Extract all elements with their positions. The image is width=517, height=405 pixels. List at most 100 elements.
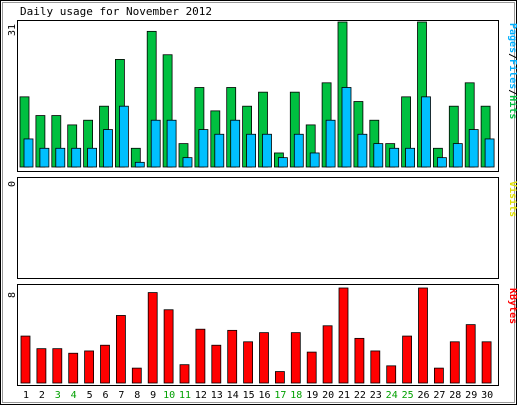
- bar-kbytes-day-15: [243, 341, 254, 384]
- bar-files-day-15: [246, 133, 257, 168]
- x-tick-day-26: 26: [417, 390, 429, 401]
- bar-kbytes-day-28: [449, 341, 460, 384]
- x-tick-day-21: 21: [338, 390, 350, 401]
- bar-files-day-16: [262, 133, 272, 168]
- bar-kbytes-day-14: [227, 329, 238, 384]
- bar-files-day-26: [421, 96, 431, 168]
- bar-files-day-19: [309, 152, 320, 168]
- legend-visits: Visits: [507, 181, 517, 217]
- bar-kbytes-day-5: [84, 350, 94, 384]
- bar-kbytes-day-8: [131, 367, 142, 384]
- bar-kbytes-day-13: [211, 344, 222, 384]
- bar-kbytes-day-1: [20, 335, 31, 384]
- bar-kbytes-day-25: [402, 335, 413, 384]
- x-tick-day-27: 27: [433, 390, 445, 401]
- legend-pages: Pages: [507, 23, 517, 53]
- bar-files-day-29: [468, 129, 479, 168]
- bar-files-day-4: [71, 147, 82, 168]
- bar-files-day-2: [39, 147, 50, 168]
- x-tick-day-11: 11: [179, 390, 191, 401]
- bar-kbytes-day-26: [418, 287, 428, 384]
- bar-kbytes-day-6: [100, 344, 110, 384]
- x-tick-day-19: 19: [306, 390, 318, 401]
- chart-title: Daily usage for November 2012: [20, 5, 212, 18]
- bar-kbytes-day-18: [290, 332, 301, 384]
- bars-hits-panel: [19, 21, 495, 168]
- bar-kbytes-day-24: [386, 365, 397, 384]
- bar-files-day-6: [103, 129, 113, 168]
- bar-kbytes-day-21: [338, 287, 349, 384]
- bar-kbytes-day-30: [481, 341, 492, 384]
- x-tick-day-13: 13: [211, 390, 223, 401]
- legend-sep-2: /: [507, 89, 517, 95]
- bar-files-day-20: [325, 119, 336, 168]
- ymax-label-kbytes: 8: [7, 292, 18, 298]
- x-tick-day-3: 3: [55, 390, 61, 401]
- x-tick-day-15: 15: [243, 390, 255, 401]
- x-tick-day-4: 4: [71, 390, 77, 401]
- bar-files-day-8: [134, 161, 145, 168]
- legend-files: Files: [507, 59, 517, 89]
- bar-files-day-18: [293, 133, 304, 168]
- bar-files-day-17: [277, 157, 288, 168]
- bar-files-day-14: [230, 119, 241, 168]
- bar-files-day-30: [484, 138, 495, 168]
- bar-kbytes-day-11: [179, 364, 190, 384]
- x-tick-day-22: 22: [354, 390, 366, 401]
- bar-kbytes-day-19: [306, 351, 317, 384]
- bar-kbytes-day-7: [116, 315, 126, 384]
- bar-files-day-7: [119, 105, 129, 168]
- bar-kbytes-day-22: [354, 337, 365, 384]
- legend-kbytes: KBytes: [507, 288, 517, 324]
- ymax-label-visits: 0: [7, 181, 18, 187]
- bar-files-day-27: [436, 157, 447, 168]
- bar-kbytes-day-3: [52, 348, 63, 384]
- panel-frame-visits: [17, 177, 499, 279]
- bar-kbytes-day-23: [370, 350, 381, 384]
- bar-files-day-25: [405, 147, 416, 168]
- bar-files-day-9: [150, 119, 161, 168]
- x-tick-day-2: 2: [39, 390, 45, 401]
- bar-files-day-10: [166, 119, 177, 168]
- x-tick-day-1: 1: [23, 390, 29, 401]
- x-tick-day-6: 6: [102, 390, 108, 401]
- x-tick-day-18: 18: [290, 390, 302, 401]
- bar-kbytes-day-12: [195, 328, 206, 384]
- bar-files-day-12: [198, 129, 209, 168]
- bar-kbytes-day-20: [322, 325, 333, 384]
- x-tick-day-20: 20: [322, 390, 334, 401]
- bar-files-day-21: [341, 87, 352, 168]
- x-tick-day-5: 5: [87, 390, 93, 401]
- bar-kbytes-day-16: [259, 332, 269, 384]
- bar-files-day-28: [452, 143, 463, 168]
- bar-files-day-13: [214, 133, 225, 168]
- bar-kbytes-day-4: [68, 352, 79, 384]
- x-tick-day-17: 17: [274, 390, 286, 401]
- bar-files-day-1: [23, 138, 34, 168]
- legend-hits-label: Hits: [507, 95, 517, 119]
- x-tick-day-16: 16: [258, 390, 270, 401]
- bar-kbytes-day-17: [274, 371, 285, 384]
- bar-kbytes-day-27: [433, 367, 444, 384]
- x-tick-day-30: 30: [481, 390, 493, 401]
- x-tick-day-29: 29: [465, 390, 477, 401]
- bar-kbytes-day-29: [465, 324, 476, 384]
- x-tick-day-14: 14: [227, 390, 239, 401]
- bar-files-day-5: [87, 147, 97, 168]
- legend-sep-1: /: [507, 53, 517, 59]
- bar-files-day-23: [373, 143, 384, 168]
- bars-kbytes-panel: [20, 287, 492, 384]
- bar-files-day-22: [357, 133, 368, 168]
- bar-kbytes-day-9: [147, 292, 158, 384]
- x-tick-day-24: 24: [386, 390, 398, 401]
- legend-hits: Pages/Files/Hits: [507, 23, 517, 119]
- x-tick-day-25: 25: [402, 390, 414, 401]
- ymax-label-hits: 31: [7, 24, 18, 36]
- bar-files-day-3: [55, 147, 66, 168]
- x-axis-labels: 1 2 3 4 5 6 7 8 9 10 11 12 13 14 15 16 17 18 19 20 21 22 23 24 2…: [23, 390, 493, 401]
- x-tick-day-7: 7: [118, 390, 124, 401]
- x-tick-day-28: 28: [449, 390, 461, 401]
- bar-files-day-11: [182, 157, 193, 168]
